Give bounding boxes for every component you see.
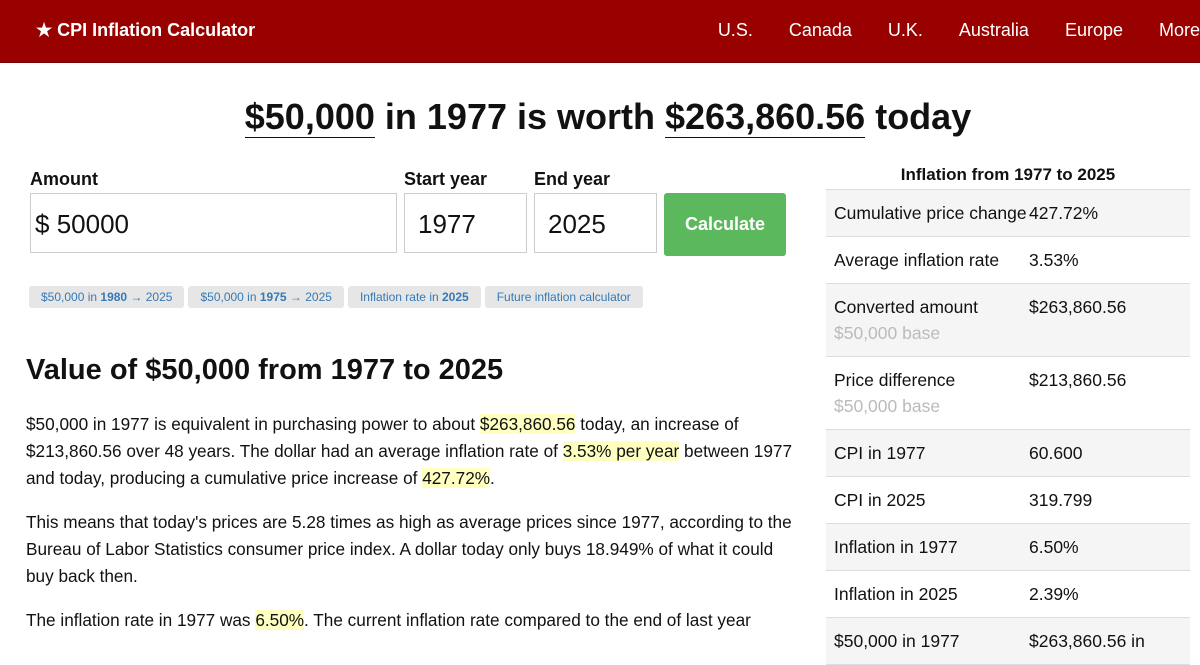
headline-text: in 1977 is worth	[374, 96, 665, 137]
chip-text: → 2025	[286, 290, 332, 304]
row-value: 2.39%	[1029, 584, 1079, 604]
row-value: 427.72%	[1029, 203, 1099, 223]
label: End year	[534, 169, 611, 189]
row-value: 3.53%	[1029, 250, 1079, 270]
row-label: Average inflation rate	[834, 250, 1000, 270]
chip-link[interactable]: $50,000 in 1975 → 2025	[188, 286, 344, 308]
currency: $	[35, 209, 50, 239]
chip-link[interactable]: Inflation rate in 2025	[347, 286, 481, 308]
row-label-cell: Converted amount $50,000 base	[834, 294, 1029, 346]
nav-link[interactable]: Australia	[958, 20, 1029, 40]
chip-text: $50,000 in	[200, 290, 260, 304]
amount-input[interactable]: $ 50000	[30, 193, 397, 253]
row-label: Converted amount	[834, 297, 978, 317]
highlight: $263,860.56	[479, 414, 576, 434]
row-label-cell: Inflation in 1977	[834, 534, 1029, 560]
input-value: 1977	[418, 209, 476, 239]
highlight: 427.72%	[422, 468, 491, 488]
paragraph: This means that today's prices are 5.28 …	[26, 509, 796, 590]
paragraphs: $50,000 in 1977 is equivalent in purchas…	[26, 411, 796, 651]
table-row: CPI in 1977 60.600	[826, 430, 1190, 477]
text: between 1977 and today, producing a cumu…	[26, 441, 793, 488]
chip-text: 2025	[442, 290, 469, 304]
table-row: Inflation in 1977 6.50%	[826, 524, 1190, 571]
row-label: CPI in 2025	[834, 490, 926, 510]
row-value: 6.50%	[1029, 537, 1079, 557]
table-row: Inflation in 2025 2.39%	[826, 571, 1190, 618]
table-row: Average inflation rate 3.53%	[826, 237, 1190, 284]
row-note: $50,000 base	[834, 396, 941, 416]
row-label-cell: CPI in 1977	[834, 440, 1029, 466]
row-value: 60.600	[1029, 443, 1083, 463]
nav-bar: ★ CPI Inflation Calculator U.S. Canada U.K…	[0, 0, 1200, 63]
nav-links: U.S. Canada U.K. Australia Europe More	[682, 20, 1200, 41]
table-row: Converted amount $50,000 base $263,860.56	[826, 284, 1190, 357]
row-value: $263,860.56 in	[1029, 631, 1145, 651]
row-value: $263,860.56	[1029, 297, 1127, 317]
brand[interactable]: ★ CPI Inflation Calculator	[36, 20, 256, 40]
row-label-cell: $50,000 in 1977	[834, 628, 1029, 654]
row-label: Inflation in 1977	[834, 537, 958, 557]
row-label: $50,000 in 1977	[834, 631, 960, 651]
text: This means that today's prices are 5.28 …	[26, 512, 792, 586]
headline: $50,000 in 1977 is worth $263,860.56 tod…	[0, 96, 1200, 138]
label: Start year	[404, 169, 488, 189]
chip-text: Future inflation calculator	[496, 290, 631, 304]
text: today, an increase of $213,860.56 over 4…	[26, 414, 739, 461]
table-row: Price difference $50,000 base $213,860.56	[826, 357, 1190, 430]
highlight: 6.50%	[255, 610, 305, 630]
highlight: 3.53% per year	[562, 441, 680, 461]
text: .	[490, 468, 495, 488]
text: $50,000 in 1977 is equivalent in purchas…	[26, 414, 480, 434]
end-input[interactable]: 2025	[534, 193, 657, 253]
row-label-cell: CPI in 2025	[834, 487, 1029, 513]
nav-link[interactable]: Europe	[1064, 20, 1123, 40]
table-title: Inflation from 1977 to 2025	[826, 160, 1190, 190]
summary-table: Inflation from 1977 to 2025 Cumulative p…	[826, 160, 1190, 665]
chip-text: 1975	[259, 290, 287, 304]
input-value: 50000	[56, 209, 130, 239]
table-row: CPI in 2025 319.799	[826, 477, 1190, 524]
chip-text: 1980	[100, 290, 128, 304]
chip-text: Inflation rate in	[359, 290, 442, 304]
chip-link[interactable]: Future inflation calculator	[484, 286, 643, 308]
table-rows: Cumulative price change 427.72% Average in…	[826, 190, 1190, 665]
section-title: Value of $50,000 from 1977 to 2025	[26, 354, 504, 386]
chip-link[interactable]: $50,000 in 1980 → 2025	[29, 286, 185, 308]
text: The inflation rate in 1977 was	[26, 610, 256, 630]
row-label-cell: Cumulative price change	[834, 200, 1029, 226]
headline-text: today	[865, 96, 972, 137]
input-value: 2025	[548, 209, 606, 239]
row-label: Inflation in 2025	[834, 584, 958, 604]
nav-link[interactable]: U.S.	[717, 20, 753, 40]
nav-link[interactable]: More	[1158, 20, 1200, 40]
row-label-cell: Average inflation rate	[834, 247, 1029, 273]
paragraph: $50,000 in 1977 is equivalent in purchas…	[26, 411, 796, 492]
paragraph: The inflation rate in 1977 was 6.50%. Th…	[26, 607, 796, 634]
table-row: Cumulative price change 427.72%	[826, 190, 1190, 237]
chips: $50,000 in 1980 → 2025 $50,000 in 1975 → …	[29, 286, 647, 308]
nav-link[interactable]: U.K.	[887, 20, 923, 40]
row-value: 319.799	[1029, 490, 1093, 510]
row-note: $50,000 base	[834, 323, 941, 343]
chip-text: $50,000 in	[41, 290, 101, 304]
headline-link[interactable]: $50,000	[244, 96, 375, 138]
calculate-button[interactable]: Calculate	[664, 193, 786, 256]
row-label: Price difference	[834, 370, 956, 390]
start-input[interactable]: 1977	[404, 193, 527, 253]
row-value: $213,860.56	[1029, 370, 1127, 390]
text: . The current inflation rate compared to…	[304, 610, 751, 630]
row-label: Cumulative price change	[834, 203, 1027, 223]
nav-link[interactable]: Canada	[788, 20, 852, 40]
row-label: CPI in 1977	[834, 443, 926, 463]
row-label-cell: Inflation in 2025	[834, 581, 1029, 607]
row-label-cell: Price difference $50,000 base	[834, 367, 1029, 419]
table-row: $50,000 in 1977 $263,860.56 in	[826, 618, 1190, 665]
label: Amount	[30, 169, 98, 189]
chip-text: → 2025	[127, 290, 173, 304]
headline-link[interactable]: $263,860.56	[665, 96, 866, 138]
